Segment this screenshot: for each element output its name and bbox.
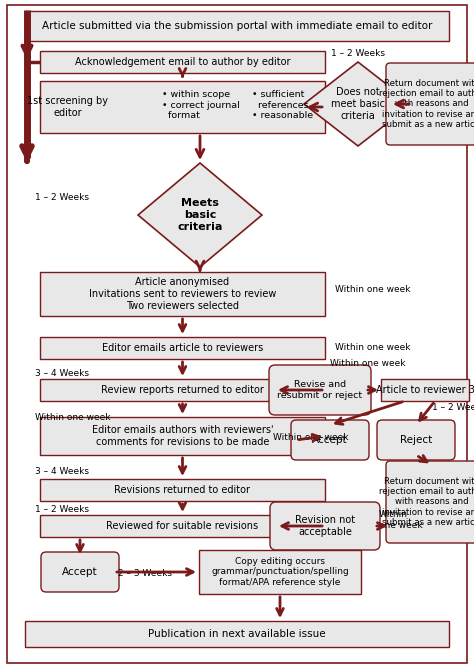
Text: Revise and
resubmit or reject: Revise and resubmit or reject: [277, 381, 363, 400]
Text: 1 – 2 Weeks: 1 – 2 Weeks: [35, 192, 89, 202]
Text: 2 – 3 Weeks: 2 – 3 Weeks: [118, 570, 172, 578]
Text: Acknowledgement email to author by editor: Acknowledgement email to author by edito…: [75, 57, 290, 67]
Bar: [40, 81, 325, 133]
Text: Revision not
acceptable: Revision not acceptable: [295, 515, 355, 537]
Text: Within one week: Within one week: [330, 358, 405, 368]
Text: Within one week: Within one week: [335, 285, 410, 293]
Bar: [40, 272, 325, 316]
Text: 3 – 4 Weeks: 3 – 4 Weeks: [35, 468, 89, 476]
Text: Return document with
rejection email to author
with reasons and
invitation to re: Return document with rejection email to …: [379, 476, 474, 527]
Text: • within scope
• correct journal
  format: • within scope • correct journal format: [162, 90, 240, 120]
Bar: [381, 379, 469, 401]
Text: • sufficient
  references
• reasonable: • sufficient references • reasonable: [252, 90, 313, 120]
Bar: [40, 479, 325, 501]
Polygon shape: [304, 62, 412, 146]
Bar: [40, 417, 325, 455]
FancyBboxPatch shape: [377, 420, 455, 460]
Text: Accept: Accept: [312, 435, 348, 445]
Polygon shape: [138, 163, 262, 267]
Bar: [40, 515, 325, 537]
Text: 3 – 4 Weeks: 3 – 4 Weeks: [35, 369, 89, 377]
Text: Return document with
rejection email to author
with reasons and
invitation to re: Return document with rejection email to …: [379, 78, 474, 129]
Text: 1st screening by
editor: 1st screening by editor: [27, 96, 109, 118]
FancyBboxPatch shape: [270, 502, 380, 550]
Text: Does not
meet basic
criteria: Does not meet basic criteria: [331, 87, 385, 121]
Text: Editor emails article to reviewers: Editor emails article to reviewers: [102, 343, 263, 353]
Text: Reject: Reject: [400, 435, 432, 445]
Text: Meets
basic
criteria: Meets basic criteria: [177, 198, 223, 232]
Text: Publication in next available issue: Publication in next available issue: [148, 629, 326, 639]
Bar: [40, 379, 325, 401]
Bar: [25, 621, 449, 647]
Text: Article to reviewer 3: Article to reviewer 3: [375, 385, 474, 395]
Text: 1 – 2 Weeks: 1 – 2 Weeks: [331, 50, 385, 58]
Text: Article anonymised
Invitations sent to reviewers to review
Two reviewers selecte: Article anonymised Invitations sent to r…: [89, 277, 276, 311]
FancyBboxPatch shape: [386, 461, 474, 543]
FancyBboxPatch shape: [386, 63, 474, 145]
FancyBboxPatch shape: [41, 552, 119, 592]
Text: Within one week: Within one week: [273, 433, 348, 442]
Text: Within
one week: Within one week: [379, 511, 423, 530]
Bar: [25, 11, 449, 41]
Text: Accept: Accept: [62, 567, 98, 577]
Text: Within one week: Within one week: [35, 413, 110, 423]
Text: 1 – 2 Weeks: 1 – 2 Weeks: [35, 505, 89, 515]
Text: Review reports returned to editor: Review reports returned to editor: [101, 385, 264, 395]
Text: Reviewed for suitable revisions: Reviewed for suitable revisions: [107, 521, 258, 531]
Bar: [40, 51, 325, 73]
Text: Revisions returned to editor: Revisions returned to editor: [115, 485, 250, 495]
Bar: [199, 550, 361, 594]
FancyBboxPatch shape: [291, 420, 369, 460]
Bar: [40, 337, 325, 359]
Text: Within one week: Within one week: [335, 344, 410, 352]
Text: Article submitted via the submission portal with immediate email to editor: Article submitted via the submission por…: [42, 21, 432, 31]
FancyBboxPatch shape: [269, 365, 371, 415]
Text: Copy editing occurs
grammar/punctuation/spelling
format/APA reference style: Copy editing occurs grammar/punctuation/…: [211, 557, 349, 587]
Text: 1 – 2 Weeks: 1 – 2 Weeks: [432, 403, 474, 413]
Text: Editor emails authors with reviewers'
comments for revisions to be made: Editor emails authors with reviewers' co…: [92, 425, 273, 447]
